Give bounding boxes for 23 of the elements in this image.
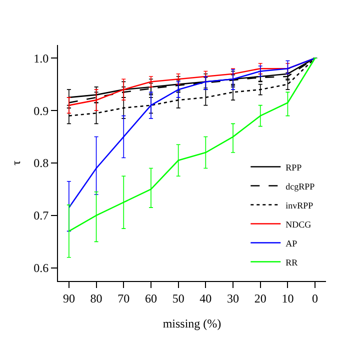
- x-tick-label: 60: [144, 291, 157, 306]
- x-tick-label: 70: [118, 291, 130, 306]
- x-tick-label: 10: [282, 291, 294, 306]
- x-tick-label: 20: [254, 291, 266, 306]
- legend-label: AP: [286, 238, 298, 248]
- x-tick-label: 40: [200, 291, 212, 306]
- y-tick-label: 0.8: [34, 156, 49, 170]
- x-tick-label: 50: [172, 291, 184, 306]
- y-tick-label: 0.7: [34, 208, 49, 223]
- legend-label: invRPP: [286, 200, 314, 210]
- x-tick-label: 80: [90, 291, 102, 306]
- legend-label: NDCG: [286, 219, 312, 230]
- y-tick-label: 0.9: [34, 104, 49, 118]
- y-tick-label: 0.6: [34, 261, 49, 276]
- x-tick-label: 90: [62, 291, 75, 306]
- legend-label: RPP: [286, 162, 302, 172]
- y-tick-label: 1.0: [34, 51, 49, 66]
- x-axis-title: missing (%): [162, 316, 222, 330]
- legend-label: RR: [286, 257, 298, 268]
- x-tick-label: 30: [227, 291, 240, 306]
- x-tick-label: 0: [312, 291, 318, 306]
- y-axis-title: τ: [8, 160, 23, 166]
- legend-label: dcgRPP: [286, 181, 315, 192]
